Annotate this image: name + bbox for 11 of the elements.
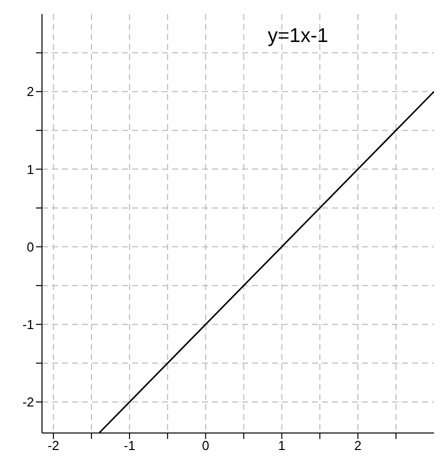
y-tick-label: 2 (26, 84, 34, 100)
x-tick-label: -2 (48, 438, 60, 454)
x-tick-label: 1 (278, 438, 286, 454)
y-tick-label: -1 (22, 316, 34, 332)
x-tick-label: 2 (354, 438, 362, 454)
y-tick-label: 0 (26, 239, 34, 254)
x-tick-label: -1 (124, 438, 136, 454)
text: y=1x-1 (268, 25, 328, 47)
y-tick-label: 1 (26, 162, 34, 177)
y-tick-label: -2 (22, 394, 34, 410)
x-tick-label: 0 (202, 438, 210, 454)
